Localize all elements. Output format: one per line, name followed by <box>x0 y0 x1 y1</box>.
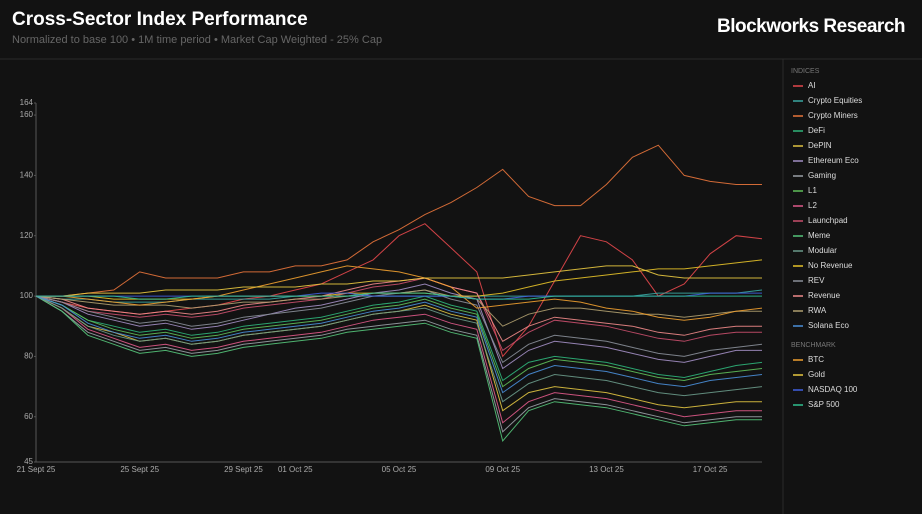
x-tick-label: 21 Sept 25 <box>17 465 56 474</box>
y-tick-label: 100 <box>20 291 34 300</box>
legend-label: Ethereum Eco <box>808 156 859 165</box>
x-tick-label: 13 Oct 25 <box>589 465 624 474</box>
legend-label: Gaming <box>808 171 836 180</box>
legend-label: Meme <box>808 231 831 240</box>
series-line <box>36 144 762 297</box>
brand: Blockworks Research <box>717 16 905 37</box>
series-line <box>35 295 763 394</box>
legend-label: No Revenue <box>808 261 853 270</box>
series-line <box>36 292 762 300</box>
legend-label: Gold <box>808 370 825 379</box>
series-line <box>35 295 763 403</box>
x-tick-label: 17 Oct 25 <box>693 465 728 474</box>
series-line <box>36 265 763 321</box>
series-line <box>35 295 763 388</box>
series-line <box>35 295 763 382</box>
y-tick-label: 160 <box>20 110 34 119</box>
chart-subtitle: Normalized to base 100 • 1M time period … <box>12 34 382 46</box>
y-tick-label: 60 <box>24 412 33 421</box>
legend-label: Modular <box>808 246 837 255</box>
x-tick-label: 25 Sept 25 <box>120 465 159 474</box>
legend-label: DePIN <box>808 141 832 150</box>
legend-label: DeFi <box>808 126 825 135</box>
series-line <box>35 295 762 442</box>
series-line <box>35 283 762 370</box>
legend-label: AI <box>808 81 816 90</box>
y-tick-label: 120 <box>20 231 34 240</box>
series-line <box>36 265 762 297</box>
legend-heading: BENCHMARK <box>791 342 836 349</box>
legend-label: Crypto Equities <box>808 96 862 105</box>
legend-label: BTC <box>808 355 824 364</box>
legend-label: Crypto Miners <box>808 111 858 120</box>
legend-label: Solana Eco <box>808 321 849 330</box>
series-line <box>35 295 762 424</box>
x-tick-label: 05 Oct 25 <box>382 465 417 474</box>
y-tick-label: 140 <box>20 171 34 180</box>
y-tick-label: 164 <box>20 98 34 107</box>
legend-label: L2 <box>808 201 817 210</box>
legend-heading: INDICES <box>791 68 820 75</box>
chart-title: Cross-Sector Index Performance <box>12 9 308 30</box>
y-tick-label: 45 <box>24 457 33 466</box>
series-line <box>35 277 762 352</box>
x-tick-label: 09 Oct 25 <box>485 465 520 474</box>
legend-label: Launchpad <box>808 216 848 225</box>
legend-label: S&P 500 <box>808 400 840 409</box>
legend-label: NASDAQ 100 <box>808 385 858 394</box>
series-line <box>35 295 762 433</box>
y-tick-label: 80 <box>24 352 33 361</box>
legend-label: REV <box>808 276 825 285</box>
x-tick-label: 01 Oct 25 <box>278 465 313 474</box>
legend-label: Revenue <box>808 291 841 300</box>
legend-label: L1 <box>808 186 817 195</box>
x-tick-label: 29 Sept 25 <box>224 465 263 474</box>
legend-label: RWA <box>808 306 827 315</box>
